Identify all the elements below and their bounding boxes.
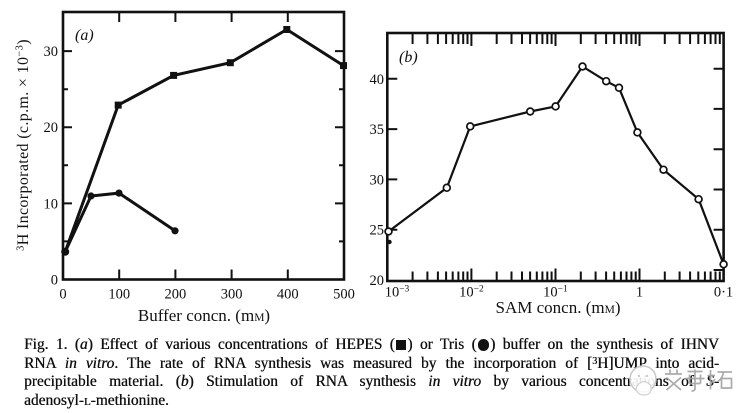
svg-text:10−3: 10−3 [385,285,410,301]
svg-text:20: 20 [370,273,385,289]
svg-text:10−2: 10−2 [459,285,484,301]
svg-text:SAM concn. (mM): SAM concn. (mM) [496,298,621,317]
svg-text:20: 20 [44,120,59,136]
svg-text:40: 40 [370,72,385,88]
svg-text:(a): (a) [75,27,94,44]
svg-text:35: 35 [370,122,385,138]
svg-text:0·1: 0·1 [714,285,733,301]
svg-text:3H Incorporated (c.p.m. × 10−3: 3H Incorporated (c.p.m. × 10−3) [15,39,33,251]
svg-text:(b): (b) [399,49,418,66]
svg-text:10: 10 [44,196,59,212]
svg-text:100: 100 [108,287,130,303]
svg-text:25: 25 [370,223,385,239]
svg-text:30: 30 [370,172,385,188]
svg-text:1: 1 [636,285,643,301]
svg-text:Buffer concn. (mM): Buffer concn. (mM) [138,306,270,325]
svg-text:400: 400 [277,287,299,303]
svg-text:200: 200 [165,287,187,303]
svg-text:0: 0 [59,287,66,303]
svg-text:0: 0 [51,273,58,289]
svg-text:300: 300 [221,287,243,303]
svg-text:30: 30 [44,44,59,60]
svg-text:500: 500 [333,287,355,303]
